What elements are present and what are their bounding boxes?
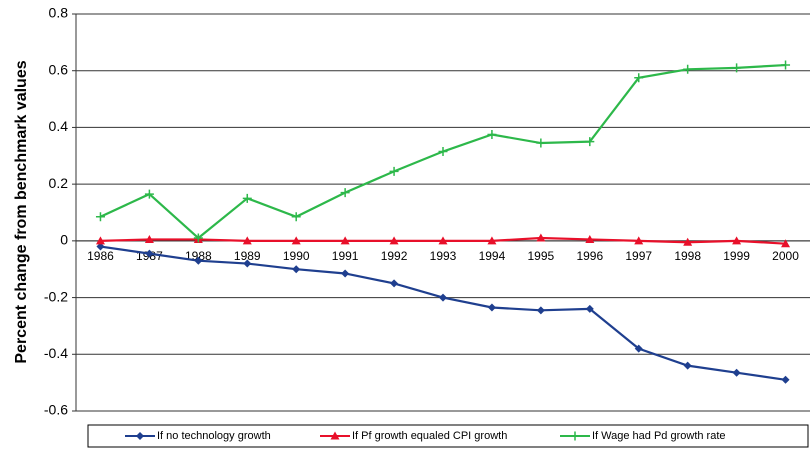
marker	[144, 234, 154, 243]
y-tick-label: 0.8	[49, 5, 69, 21]
marker	[536, 233, 546, 242]
marker	[340, 188, 350, 198]
marker	[585, 137, 595, 147]
marker	[781, 239, 791, 248]
marker	[438, 147, 448, 157]
x-tick-label: 1994	[479, 249, 506, 263]
x-tick-label: 1991	[332, 249, 359, 263]
marker	[683, 64, 693, 74]
legend-marker	[330, 431, 340, 440]
marker	[683, 361, 692, 370]
legend-label: If Wage had Pd growth rate	[592, 430, 726, 442]
marker	[96, 242, 105, 251]
x-tick-label: 1997	[625, 249, 652, 263]
marker	[683, 237, 693, 246]
marker	[193, 233, 203, 243]
legend-marker	[570, 431, 580, 441]
marker	[340, 236, 350, 245]
x-tick-label: 1989	[234, 249, 261, 263]
marker	[242, 236, 252, 245]
x-tick-label: 1996	[576, 249, 603, 263]
marker	[732, 236, 742, 245]
series-line	[100, 245, 786, 381]
marker	[438, 236, 448, 245]
y-tick-label: -0.2	[44, 288, 68, 304]
marker	[487, 303, 496, 312]
marker	[732, 63, 742, 73]
marker	[291, 236, 301, 245]
y-tick-label: 0	[60, 232, 68, 248]
y-tick-label: 0.4	[49, 118, 69, 134]
y-tick-label: 0.2	[49, 175, 69, 191]
marker	[634, 73, 644, 83]
legend-item: If Wage had Pd growth rate	[560, 430, 726, 442]
legend-label: If Pf growth equaled CPI growth	[352, 430, 507, 442]
marker	[389, 236, 399, 245]
marker	[389, 166, 399, 176]
marker	[390, 279, 399, 288]
marker	[781, 375, 790, 384]
marker	[439, 293, 447, 302]
y-tick-label: -0.4	[44, 345, 68, 361]
x-tick-label: 2000	[772, 249, 799, 263]
legend-label: If no technology growth	[157, 430, 271, 442]
x-tick-label: 1999	[723, 249, 750, 263]
marker	[585, 234, 595, 243]
marker	[487, 236, 497, 245]
marker	[144, 189, 154, 199]
legend-box	[87, 424, 809, 448]
marker	[634, 236, 644, 245]
marker	[95, 236, 105, 245]
legend-marker	[136, 432, 144, 440]
legend-item: If no technology growth	[125, 430, 271, 442]
marker	[536, 138, 546, 148]
marker	[292, 265, 301, 274]
marker	[585, 304, 594, 313]
x-tick-label: 1998	[674, 249, 701, 263]
marker	[194, 256, 203, 265]
marker	[242, 193, 252, 203]
marker	[291, 212, 301, 222]
marker	[95, 212, 105, 222]
legend-item: If Pf growth equaled CPI growth	[320, 430, 507, 442]
x-tick-label: 1992	[381, 249, 408, 263]
marker	[487, 130, 497, 140]
marker	[341, 269, 350, 278]
x-tick-label: 1995	[528, 249, 555, 263]
x-tick-label: 1986	[87, 249, 114, 263]
x-tick-label: 1990	[283, 249, 310, 263]
x-tick-label: 1993	[430, 249, 457, 263]
marker	[781, 60, 791, 70]
y-tick-label: -0.6	[44, 402, 68, 418]
y-axis-title: Percent change from benchmark values	[13, 60, 30, 363]
marker	[732, 368, 741, 377]
marker	[145, 249, 154, 258]
marker	[243, 259, 252, 268]
marker	[634, 344, 643, 353]
y-tick-label: 0.6	[49, 61, 69, 77]
marker	[536, 306, 545, 315]
